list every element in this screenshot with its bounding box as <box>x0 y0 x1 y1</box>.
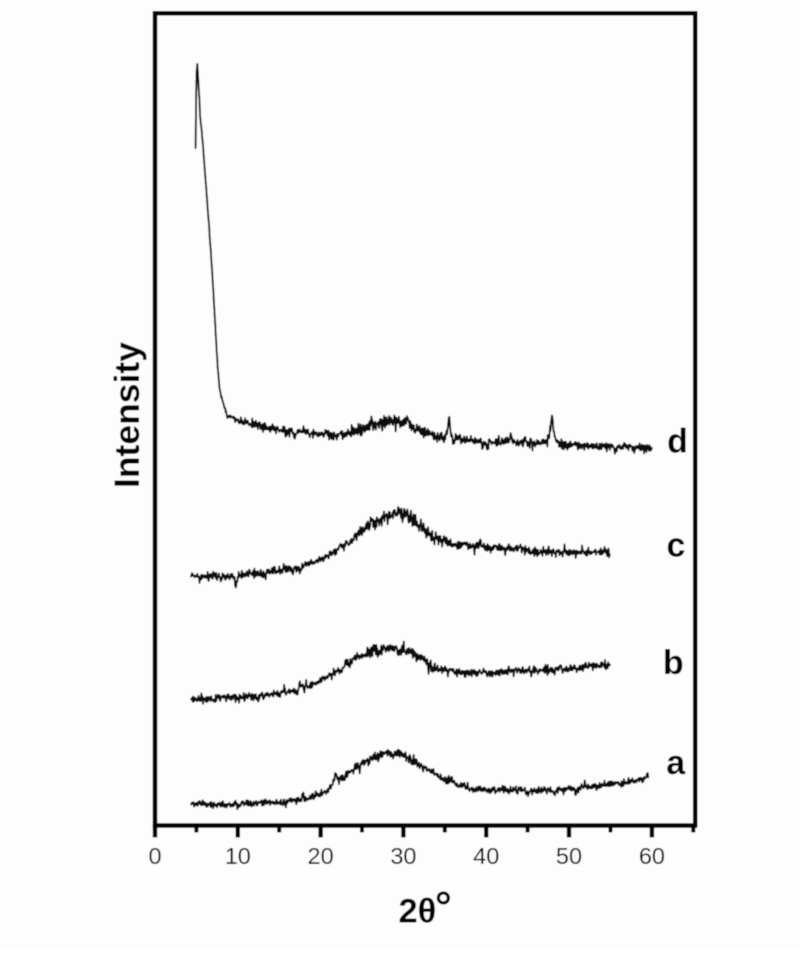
svg-text:b: b <box>663 644 684 682</box>
svg-text:30: 30 <box>390 843 416 869</box>
svg-text:50: 50 <box>556 843 582 869</box>
svg-text:2θ°: 2θ° <box>399 884 452 931</box>
svg-text:40: 40 <box>473 843 499 869</box>
svg-text:d: d <box>667 423 688 461</box>
svg-text:Intensity: Intensity <box>107 342 147 488</box>
svg-text:60: 60 <box>639 843 665 869</box>
svg-text:a: a <box>666 744 686 782</box>
svg-text:c: c <box>666 527 685 565</box>
svg-text:10: 10 <box>225 843 251 869</box>
svg-text:0: 0 <box>148 843 161 869</box>
svg-text:20: 20 <box>308 843 334 869</box>
